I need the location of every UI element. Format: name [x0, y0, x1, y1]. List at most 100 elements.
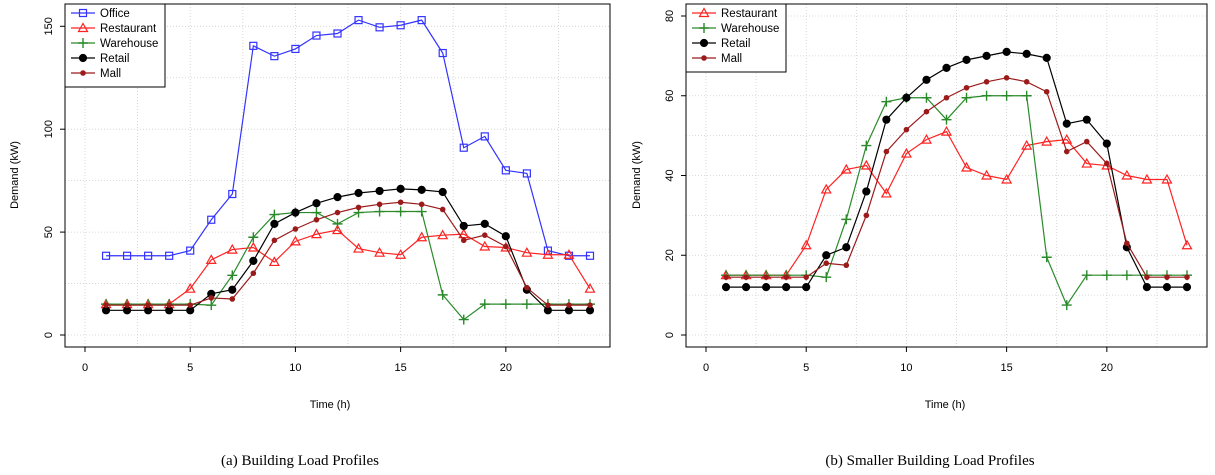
- legend-label-restaurant: Restaurant: [721, 8, 778, 20]
- data-point-mall: [103, 302, 109, 308]
- data-point-retail: [762, 283, 771, 292]
- legend: Restaurant Warehouse Retail Mall: [685, 3, 787, 73]
- data-point-mall: [524, 284, 530, 291]
- data-point-office: [312, 31, 321, 40]
- data-point-warehouse: [437, 289, 448, 300]
- data-point-warehouse: [1001, 90, 1012, 101]
- data-point-mall: [943, 94, 950, 101]
- data-point-office: [375, 23, 384, 32]
- series-mall: [103, 199, 593, 308]
- data-point-retail: [882, 115, 891, 124]
- x-tick-label: 0: [82, 362, 88, 374]
- data-point-mall: [376, 201, 383, 208]
- data-point-warehouse: [941, 114, 952, 125]
- data-point-retail: [1102, 139, 1111, 148]
- data-point-office: [438, 48, 447, 58]
- data-point-retail: [982, 51, 991, 60]
- data-point-mall: [863, 212, 870, 219]
- data-point-warehouse: [500, 299, 511, 310]
- x-tick-label: 5: [803, 362, 809, 374]
- data-point-office: [417, 16, 426, 25]
- data-point-retail: [333, 193, 342, 202]
- data-point-restaurant: [226, 243, 238, 254]
- data-point-restaurant: [563, 249, 575, 259]
- data-point-warehouse: [821, 272, 832, 283]
- data-point-mall: [397, 199, 404, 206]
- data-point-mall: [229, 296, 236, 302]
- data-point-retail: [862, 187, 871, 196]
- data-point-warehouse: [395, 206, 406, 217]
- data-point-retail: [802, 283, 811, 292]
- data-point-restaurant: [840, 163, 852, 174]
- data-point-retail: [228, 285, 237, 294]
- data-point-warehouse: [981, 90, 992, 101]
- data-point-mall: [1144, 274, 1150, 280]
- data-point-mall: [763, 274, 769, 280]
- data-point-restaurant: [860, 159, 872, 170]
- data-point-restaurant: [542, 249, 554, 259]
- data-point-retail: [270, 219, 279, 228]
- data-point-retail: [1042, 53, 1051, 62]
- data-point-restaurant: [900, 147, 912, 158]
- data-point-retail: [396, 184, 405, 193]
- data-point-mall: [334, 209, 341, 216]
- series-mall: [723, 75, 1190, 280]
- data-point-restaurant: [416, 231, 428, 242]
- y-tick-label: 60: [664, 90, 676, 102]
- y-tick-label: 0: [664, 332, 676, 338]
- data-point-retail: [480, 219, 489, 228]
- data-point-mall: [355, 204, 362, 211]
- data-point-mall: [503, 243, 509, 250]
- data-point-office: [186, 246, 195, 255]
- data-point-warehouse: [961, 92, 972, 103]
- data-point-mall: [1043, 88, 1050, 95]
- y-tick-label: 40: [664, 169, 676, 181]
- figure-caption: (b) Smaller Building Load Profiles: [825, 453, 1034, 469]
- data-point-office: [396, 21, 405, 30]
- data-point-office: [585, 251, 595, 260]
- data-point-mall: [1184, 274, 1190, 280]
- data-point-mall: [1124, 240, 1130, 247]
- data-point-office: [354, 16, 363, 25]
- data-point-mall: [250, 270, 257, 277]
- series-retail: [101, 184, 595, 315]
- data-point-mall: [313, 216, 320, 223]
- series-line-mall: [726, 77, 1187, 278]
- data-point-office: [165, 251, 174, 260]
- data-point-restaurant: [1141, 173, 1153, 184]
- data-point-mall: [439, 206, 446, 213]
- data-point-restaurant: [1061, 133, 1073, 144]
- data-point-restaurant: [584, 282, 596, 293]
- legend-label-retail: Retail: [721, 38, 750, 50]
- data-point-retail: [942, 63, 951, 72]
- x-tick-label: 15: [395, 362, 407, 374]
- data-point-warehouse: [332, 218, 343, 229]
- data-point-retail: [1082, 115, 1091, 124]
- data-point-mall: [545, 302, 551, 308]
- y-tick-label: 0: [43, 332, 55, 338]
- data-point-office: [480, 132, 489, 141]
- data-point-restaurant: [374, 246, 386, 257]
- y-axis-label: Demand (kW): [631, 141, 643, 209]
- x-tick-label: 0: [703, 362, 709, 374]
- data-point-restaurant: [331, 224, 344, 235]
- legend-marker-restaurant: [698, 7, 710, 18]
- legend-marker-restaurant: [77, 22, 89, 33]
- series-line-mall: [106, 201, 590, 306]
- data-point-retail: [822, 251, 831, 260]
- legend-marker-mall: [701, 55, 707, 61]
- data-point-mall: [124, 302, 130, 308]
- data-point-restaurant: [289, 235, 301, 246]
- series-office: [101, 16, 595, 260]
- data-point-mall: [271, 237, 278, 244]
- data-point-warehouse: [374, 206, 385, 217]
- legend-marker-mall: [80, 70, 86, 76]
- data-point-restaurant: [353, 242, 365, 253]
- data-point-restaurant: [800, 239, 812, 250]
- data-point-mall: [187, 302, 194, 308]
- data-point-office: [101, 251, 111, 260]
- data-point-mall: [1023, 78, 1030, 85]
- data-point-office: [122, 251, 132, 260]
- legend-marker-retail: [699, 38, 709, 48]
- data-point-restaurant: [521, 246, 533, 257]
